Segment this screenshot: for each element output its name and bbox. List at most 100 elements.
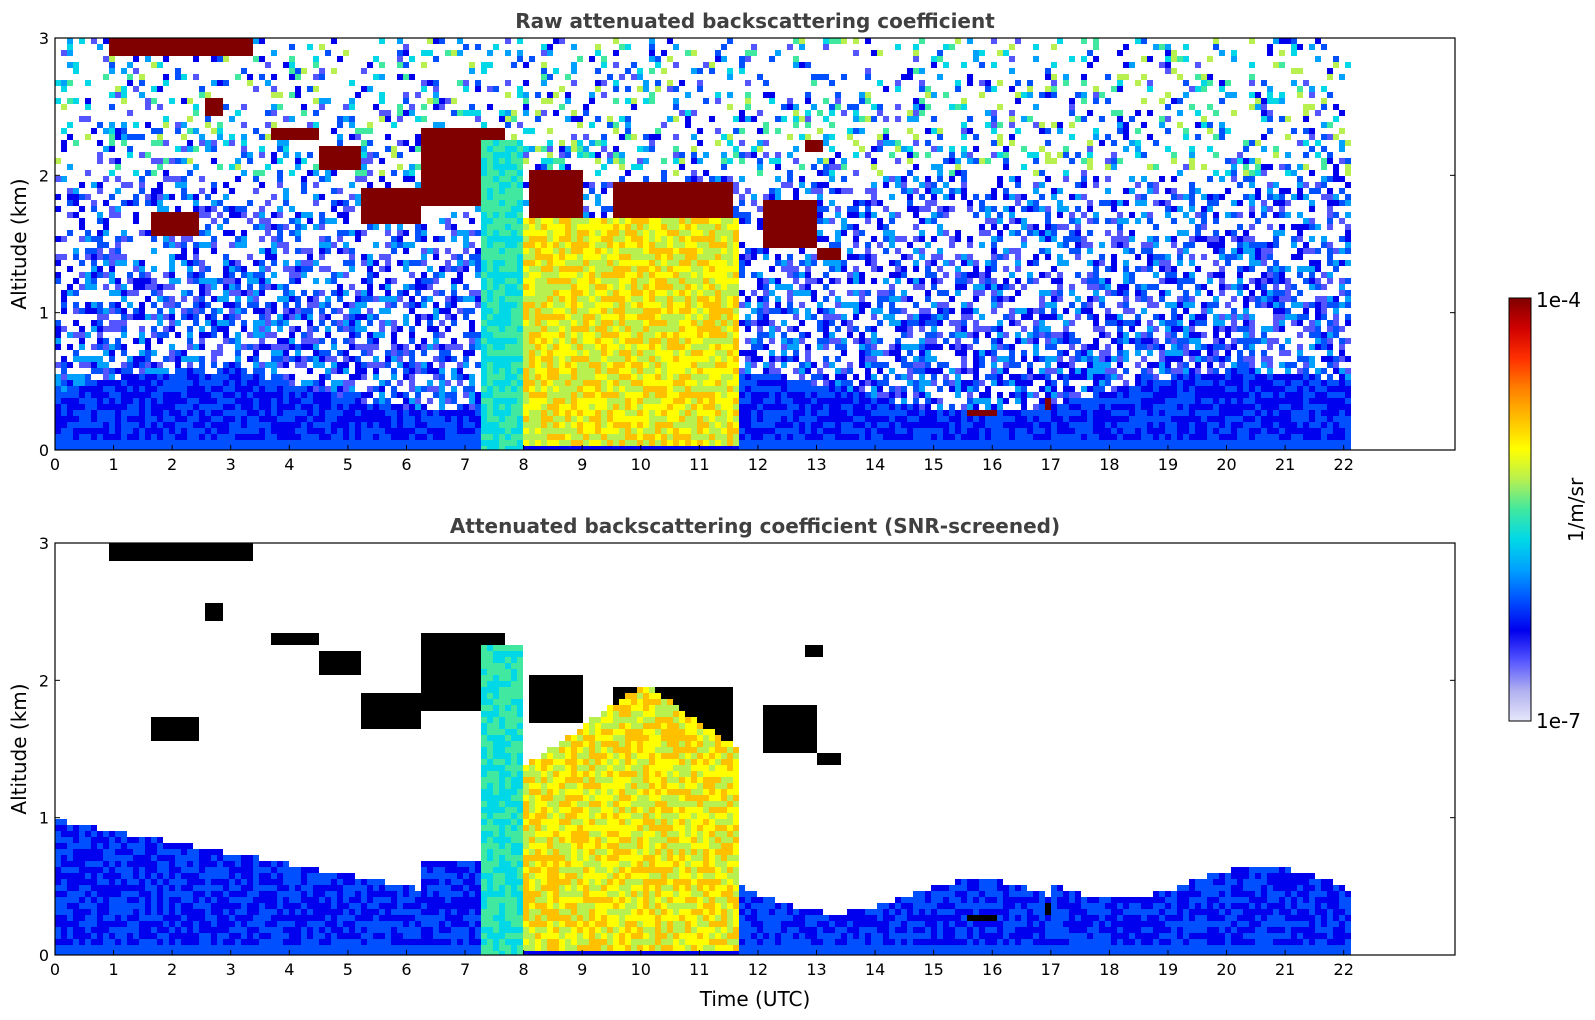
heatmap-cell [655, 200, 661, 206]
heatmap-cell [97, 182, 103, 188]
heatmap-cell [649, 146, 655, 152]
heatmap-cell [553, 272, 559, 278]
heatmap-cell [607, 416, 613, 422]
heatmap-cell [607, 428, 613, 434]
heatmap-cell [427, 98, 433, 104]
heatmap-cell [697, 416, 703, 422]
heatmap-cell [703, 326, 709, 332]
heatmap-cell [511, 260, 517, 266]
heatmap-cell [721, 242, 727, 248]
heatmap-cell [715, 302, 721, 308]
heatmap-cell [499, 182, 505, 188]
heatmap-cell [115, 326, 121, 332]
heatmap-cell [445, 158, 451, 164]
heatmap-cell [697, 368, 703, 374]
heatmap-cell [205, 320, 211, 326]
heatmap-cell [505, 404, 511, 410]
heatmap-cell [595, 86, 601, 92]
heatmap-cell [55, 434, 61, 440]
heatmap-cell [163, 296, 169, 302]
heatmap-cell [115, 164, 121, 170]
heatmap-cell [685, 362, 691, 368]
heatmap-cell [475, 416, 481, 422]
heatmap-cell [547, 404, 553, 410]
heatmap-cell [301, 398, 307, 404]
heatmap-cell [505, 206, 511, 212]
heatmap-cell [313, 164, 319, 170]
heatmap-cell [361, 152, 367, 158]
heatmap-cell [289, 326, 295, 332]
heatmap-cell [601, 326, 607, 332]
heatmap-cell [505, 428, 511, 434]
heatmap-cell [421, 296, 427, 302]
heatmap-cell [601, 380, 607, 386]
heatmap-cell [85, 428, 91, 434]
heatmap-cell [727, 140, 733, 146]
heatmap-cell [457, 164, 463, 170]
heatmap-cell [271, 422, 277, 428]
heatmap-cell [421, 176, 427, 182]
heatmap-cell [289, 374, 295, 380]
heatmap-cell [691, 200, 697, 206]
heatmap-cell [625, 362, 631, 368]
heatmap-cell [91, 206, 97, 212]
heatmap-cell [517, 356, 523, 362]
heatmap-cell [583, 278, 589, 284]
heatmap-cell [421, 170, 427, 176]
heatmap-cell [487, 188, 493, 194]
heatmap-cell [145, 350, 151, 356]
heatmap-cell [367, 350, 373, 356]
heatmap-cell [139, 80, 145, 86]
heatmap-cell [673, 62, 679, 68]
heatmap-cell [187, 290, 193, 296]
heatmap-cell [247, 218, 253, 224]
heatmap-cell [451, 158, 457, 164]
heatmap-cell [319, 416, 325, 422]
heatmap-cell [517, 164, 523, 170]
heatmap-cell [529, 392, 535, 398]
heatmap-cell [349, 356, 355, 362]
heatmap-cell [79, 218, 85, 224]
heatmap-cell [613, 344, 619, 350]
heatmap-cell [307, 380, 313, 386]
heatmap-cell [637, 260, 643, 266]
heatmap-cell [631, 374, 637, 380]
heatmap-cell [643, 326, 649, 332]
heatmap-cell [103, 242, 109, 248]
heatmap-cell [571, 182, 577, 188]
heatmap-cell [175, 392, 181, 398]
heatmap-cell [439, 104, 445, 110]
heatmap-cell [511, 212, 517, 218]
heatmap-cell [145, 200, 151, 206]
heatmap-cell [169, 320, 175, 326]
heatmap-cell [283, 284, 289, 290]
heatmap-cell [247, 398, 253, 404]
heatmap-cell [283, 266, 289, 272]
heatmap-cell [661, 434, 667, 440]
heatmap-cell [175, 302, 181, 308]
heatmap-cell [55, 404, 61, 410]
heatmap-cell [445, 248, 451, 254]
heatmap-cell [115, 134, 121, 140]
heatmap-cell [511, 152, 517, 158]
heatmap-cell [607, 182, 613, 188]
heatmap-cell [523, 182, 529, 188]
heatmap-cell [679, 152, 685, 158]
heatmap-cell [157, 314, 163, 320]
heatmap-cell [313, 398, 319, 404]
heatmap-cell [475, 266, 481, 272]
heatmap-cell [493, 428, 499, 434]
heatmap-cell [517, 140, 523, 146]
heatmap-cell [157, 194, 163, 200]
heatmap-cell [595, 440, 601, 446]
heatmap-cell [619, 386, 625, 392]
heatmap-cell [541, 50, 547, 56]
heatmap-cell [721, 284, 727, 290]
heatmap-cell [367, 260, 373, 266]
heatmap-cell [655, 410, 661, 416]
heatmap-cell [91, 308, 97, 314]
heatmap-cell [157, 284, 163, 290]
heatmap-cell [643, 446, 649, 450]
heatmap-cell [331, 428, 337, 434]
heatmap-cell [355, 368, 361, 374]
